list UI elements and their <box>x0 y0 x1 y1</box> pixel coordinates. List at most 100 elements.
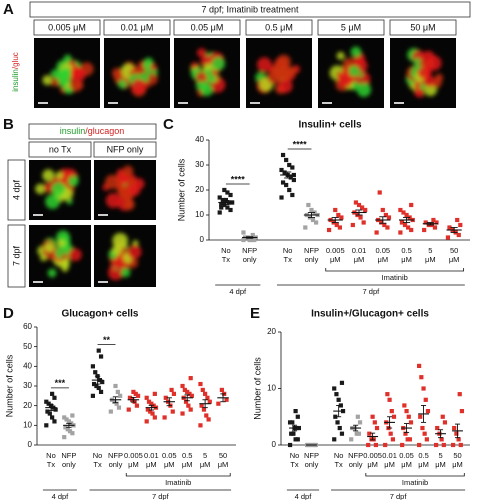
data-point <box>200 387 205 393</box>
data-point <box>332 386 337 391</box>
panel-letter: A <box>3 1 14 18</box>
y-tick-label: 30 <box>23 381 32 390</box>
data-point <box>241 230 246 235</box>
data-point <box>441 442 446 448</box>
data-point <box>252 237 257 243</box>
panel-letter: D <box>3 305 14 322</box>
cell <box>112 232 129 249</box>
data-point <box>198 423 203 428</box>
cell <box>128 184 141 197</box>
data-point <box>367 431 372 436</box>
stain-green: insulin <box>60 126 86 136</box>
cell <box>120 267 131 278</box>
column-box <box>93 141 157 158</box>
category-label: 0.05 <box>162 451 177 460</box>
y-tick-label: 50 <box>23 342 32 351</box>
data-point <box>182 387 187 393</box>
data-point <box>423 220 428 225</box>
cell <box>336 51 345 60</box>
cell <box>122 177 130 185</box>
significance-label: *** <box>55 378 66 388</box>
data-point <box>358 215 363 220</box>
chart-title: Insulin+/Glucagon+ cells <box>311 309 429 320</box>
data-point <box>447 225 452 230</box>
data-point <box>219 205 224 210</box>
category-label: 50 <box>453 451 461 460</box>
data-point <box>377 190 382 195</box>
data-point <box>170 409 175 414</box>
data-point <box>279 167 284 173</box>
cell <box>112 258 123 270</box>
y-tick-label: 40 <box>23 361 32 370</box>
cell <box>416 89 425 98</box>
cell <box>205 68 213 76</box>
data-point <box>144 419 149 424</box>
subgroup-bracket <box>365 473 465 477</box>
y-axis-label: Number of cells <box>252 357 262 420</box>
cell <box>195 71 207 82</box>
data-point <box>431 217 436 223</box>
category-label: μM <box>401 460 412 469</box>
category-label: No <box>93 451 103 460</box>
cell <box>122 165 134 177</box>
data-point <box>46 401 51 406</box>
category-label: μM <box>182 460 193 469</box>
data-point <box>50 391 55 396</box>
data-point <box>401 210 406 215</box>
condition-box <box>317 19 385 36</box>
significance-label: **** <box>231 174 246 184</box>
cell-cluster <box>255 54 301 94</box>
data-point <box>339 380 345 385</box>
data-point <box>404 409 409 414</box>
panel-header: 7 dpf; Imatinib treatment <box>201 4 299 14</box>
category-label: Tx <box>93 460 102 469</box>
group-label: 7 dpf <box>390 492 408 500</box>
cell <box>423 75 435 87</box>
data-point <box>409 202 414 208</box>
data-point <box>373 442 379 448</box>
cell <box>276 54 291 69</box>
data-point <box>385 392 390 397</box>
data-point <box>150 411 155 416</box>
data-point <box>206 417 211 422</box>
panel-letter: B <box>3 116 14 133</box>
significance-label: ** <box>103 335 111 345</box>
data-point <box>456 232 461 238</box>
subgroup-bracket <box>125 473 231 477</box>
cell <box>419 83 426 90</box>
cell <box>42 169 55 182</box>
data-point <box>339 215 344 220</box>
data-point <box>383 212 388 218</box>
category-label: 5 <box>203 451 207 460</box>
category-label: μM <box>425 255 436 264</box>
group-label: 7 dpf <box>152 492 170 500</box>
row-box <box>7 159 26 221</box>
category-label: No <box>221 246 231 255</box>
data-point <box>287 420 293 425</box>
cell <box>123 199 135 211</box>
y-tick-label: 10 <box>23 420 32 429</box>
category-label: μM <box>401 255 412 264</box>
data-point <box>370 414 375 419</box>
data-point <box>96 348 101 353</box>
data-point <box>65 427 70 432</box>
category-label: μM <box>418 460 429 469</box>
micrograph <box>390 38 456 108</box>
data-point <box>388 431 393 436</box>
cell <box>350 46 362 58</box>
row-box <box>7 224 26 288</box>
data-point <box>390 437 395 442</box>
data-point <box>222 202 227 208</box>
stain-red: /glucagon <box>85 126 124 136</box>
data-point <box>228 192 233 198</box>
category-label: μM <box>354 255 365 264</box>
data-point <box>180 411 185 416</box>
data-point <box>385 225 390 230</box>
significance-label: **** <box>293 139 308 149</box>
category-label: No <box>334 451 344 460</box>
header-box <box>29 1 471 18</box>
data-point <box>204 413 209 418</box>
data-point <box>189 393 194 398</box>
data-point <box>439 437 444 442</box>
data-point <box>423 397 428 402</box>
